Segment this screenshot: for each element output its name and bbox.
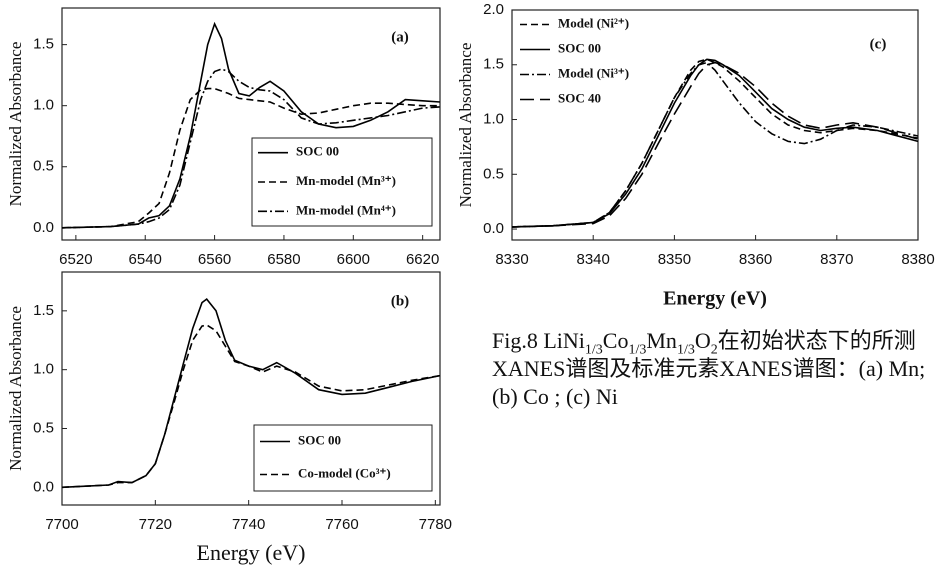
x-tick-label: 6540: [129, 251, 162, 268]
caption-text: 1/3: [628, 342, 647, 358]
legend-label: Mn-model (Mn³⁺): [296, 173, 396, 188]
series-line: [511, 61, 919, 228]
y-axis-label: Normalized Absorbance: [6, 42, 25, 207]
caption-text: O: [694, 328, 711, 353]
x-axis-label: Energy (eV): [197, 540, 306, 565]
x-tick-label: 8340: [577, 251, 610, 268]
x-tick-label: 7720: [139, 516, 172, 533]
legend-label: Model (Ni³⁺): [558, 65, 629, 80]
legend-label: SOC 00: [296, 144, 339, 159]
x-tick-label: 8360: [739, 251, 772, 268]
x-tick-label: 6520: [59, 251, 92, 268]
series-line: [61, 87, 440, 229]
legend-label: Model (Ni²⁺): [558, 15, 629, 30]
legend-label: Co-model (Co³⁺): [298, 465, 391, 480]
legend-frame: [253, 424, 433, 492]
caption-text: 2: [710, 342, 718, 358]
caption-text: Fig.8 LiNi: [492, 328, 585, 353]
y-tick-label: 1.0: [483, 110, 504, 127]
plot-frame: [61, 271, 441, 506]
legend-label: SOC 00: [558, 40, 601, 55]
panel-label: (c): [870, 36, 887, 52]
y-axis-label: Normalized Absorbance: [456, 43, 475, 208]
panel-label: (b): [391, 293, 409, 309]
x-tick-label: 8370: [820, 251, 853, 268]
series-line: [511, 58, 919, 228]
legend-label: SOC 40: [558, 90, 601, 105]
caption-text: 在初始状态下的所测XANES谱图及标准元素XANES谱图：(a) Mn; (b)…: [492, 328, 926, 409]
legend-label: Mn-model (Mn⁴⁺): [296, 202, 396, 217]
y-tick-label: 0.5: [33, 158, 54, 175]
plot-frame: [61, 7, 441, 241]
series-line: [61, 21, 441, 229]
y-tick-label: 2.0: [483, 1, 504, 18]
series-line: [511, 61, 919, 228]
y-tick-label: 1.5: [483, 56, 504, 73]
y-tick-label: 0.5: [483, 165, 504, 182]
x-tick-label: 6560: [198, 251, 231, 268]
x-tick-label: 6580: [267, 251, 300, 268]
y-tick-label: 0.0: [483, 220, 504, 237]
caption-text: Co: [602, 328, 629, 353]
x-axis-label: Energy (eV): [663, 288, 767, 310]
x-tick-label: 7780: [419, 516, 452, 533]
x-tick-label: 8350: [658, 251, 691, 268]
legend-label: SOC 00: [298, 432, 341, 447]
y-tick-label: 1.5: [33, 302, 54, 319]
y-tick-label: 0.0: [33, 219, 54, 236]
x-tick-label: 7740: [232, 516, 265, 533]
caption-text: 1/3: [676, 342, 695, 358]
panel-label: (a): [391, 29, 409, 45]
x-tick-label: 8330: [495, 251, 528, 268]
y-tick-label: 1.5: [33, 36, 54, 53]
x-tick-label: 6600: [337, 251, 370, 268]
caption-text: 1/3: [584, 342, 603, 358]
series-line: [511, 58, 919, 228]
series-line: [61, 324, 441, 489]
x-tick-label: 6620: [406, 251, 439, 268]
x-tick-label: 7760: [325, 516, 358, 533]
plot-frame: [511, 9, 919, 241]
y-tick-label: 1.0: [33, 361, 54, 378]
y-tick-label: 1.0: [33, 97, 54, 114]
series-line: [61, 68, 441, 229]
x-tick-label: 7700: [45, 516, 78, 533]
y-axis-label: Normalized Absorbance: [6, 306, 25, 471]
caption: Fig.8 LiNi1/3Co1/3Mn1/3O2在初始状态下的所测XANES谱…: [492, 327, 942, 411]
y-tick-label: 0.0: [33, 478, 54, 495]
y-tick-label: 0.5: [33, 419, 54, 436]
caption-text: Mn: [646, 328, 677, 353]
x-tick-label: 8380: [901, 251, 934, 268]
